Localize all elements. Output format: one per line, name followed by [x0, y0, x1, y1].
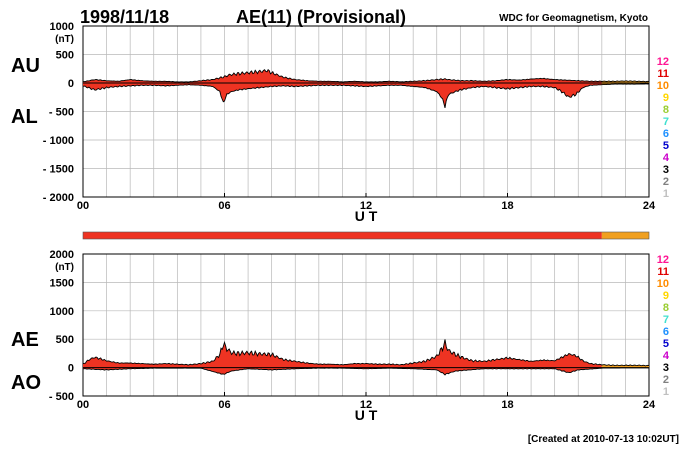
station-count-label: 11 [657, 266, 669, 278]
coverage-frame [82, 231, 650, 240]
al-label: AL [11, 106, 38, 128]
coverage-segment [601, 232, 649, 239]
au-al-au-line [82, 68, 650, 83]
station-coverage-bar [82, 231, 650, 240]
created-note: [Created at 2010-07-13 10:02UT] [528, 434, 679, 445]
ae-ao-y-tick-label: 0 [68, 363, 74, 375]
ae-ao-x-tick-label: 18 [501, 399, 513, 411]
station-count-label: 1 [663, 188, 669, 200]
ae-ao-y-tick-label: - 500 [49, 391, 74, 403]
au-al-y-tick-label: 1000 [50, 21, 74, 33]
au-al-al-line [82, 83, 650, 109]
station-count-label: 12 [657, 56, 669, 68]
au-al-y-tick-label: - 2000 [43, 192, 74, 204]
coverage-segment [83, 232, 602, 239]
au-al-y-tick-label: 0 [68, 78, 74, 90]
ae-ao-y-tick-label: 1500 [50, 277, 74, 289]
station-count-label: 5 [663, 338, 669, 350]
station-count-label: 12 [657, 254, 669, 266]
station-count-label: 4 [663, 350, 670, 362]
au-label: AU [11, 55, 40, 77]
station-count-label: 10 [657, 278, 669, 290]
au-al-x-tick-label: 06 [218, 200, 230, 212]
index-title: AE(11) (Provisional) [236, 7, 406, 27]
ae-ao-ao-line [82, 367, 649, 376]
top-unit-label: (nT) [55, 34, 74, 45]
station-count-label: 2 [663, 176, 669, 188]
station-count-label: 3 [663, 164, 669, 176]
station-count-label: 7 [663, 314, 669, 326]
ae-ao-y-tick-label: 1000 [50, 306, 74, 318]
station-count-label: 6 [663, 128, 669, 140]
au-al-y-tick-label: - 500 [49, 107, 74, 119]
station-count-label: 5 [663, 140, 669, 152]
station-count-label: 10 [657, 80, 669, 92]
bottom-unit-label: (nT) [55, 262, 74, 273]
station-count-label: 6 [663, 326, 669, 338]
station-count-label: 4 [663, 152, 670, 164]
ae-ao-x-tick-label: 00 [77, 399, 89, 411]
station-count-label: 2 [663, 374, 669, 386]
ao-label: AO [11, 372, 41, 394]
ae-ao-ae-line [82, 339, 650, 367]
ae-ao-area-fill [83, 339, 602, 375]
station-count-label: 11 [657, 68, 669, 80]
date-title: 1998/11/18 [80, 7, 169, 27]
au-al-y-tick-label: - 1000 [43, 135, 74, 147]
au-al-x-tick-label: 24 [643, 200, 656, 212]
station-count-label: 7 [663, 116, 669, 128]
ae-ao-x-tick-label: 06 [218, 399, 230, 411]
ae-ao-y-tick-label: 2000 [50, 249, 74, 261]
top-x-axis-title: U T [355, 208, 378, 224]
ae-ao-x-tick-label: 24 [643, 399, 656, 411]
ae-ao-x-tick-label: 12 [360, 399, 372, 411]
au-al-y-tick-label: 500 [56, 50, 74, 62]
au-al-y-tick-label: - 1500 [43, 164, 74, 176]
ae-ao-y-tick-label: 500 [56, 334, 74, 346]
bottom-x-axis-title: U T [355, 407, 378, 423]
station-count-label: 9 [663, 290, 669, 302]
station-count-label: 8 [663, 302, 669, 314]
station-count-label: 8 [663, 104, 669, 116]
au-al-x-tick-label: 12 [360, 200, 372, 212]
au-al-x-tick-label: 18 [501, 200, 513, 212]
ae-label: AE [11, 329, 39, 351]
au-al-x-tick-label: 00 [77, 200, 89, 212]
source-label: WDC for Geomagnetism, Kyoto [499, 13, 648, 24]
station-count-label: 1 [663, 386, 669, 398]
station-count-label: 3 [663, 362, 669, 374]
station-count-label: 9 [663, 92, 669, 104]
